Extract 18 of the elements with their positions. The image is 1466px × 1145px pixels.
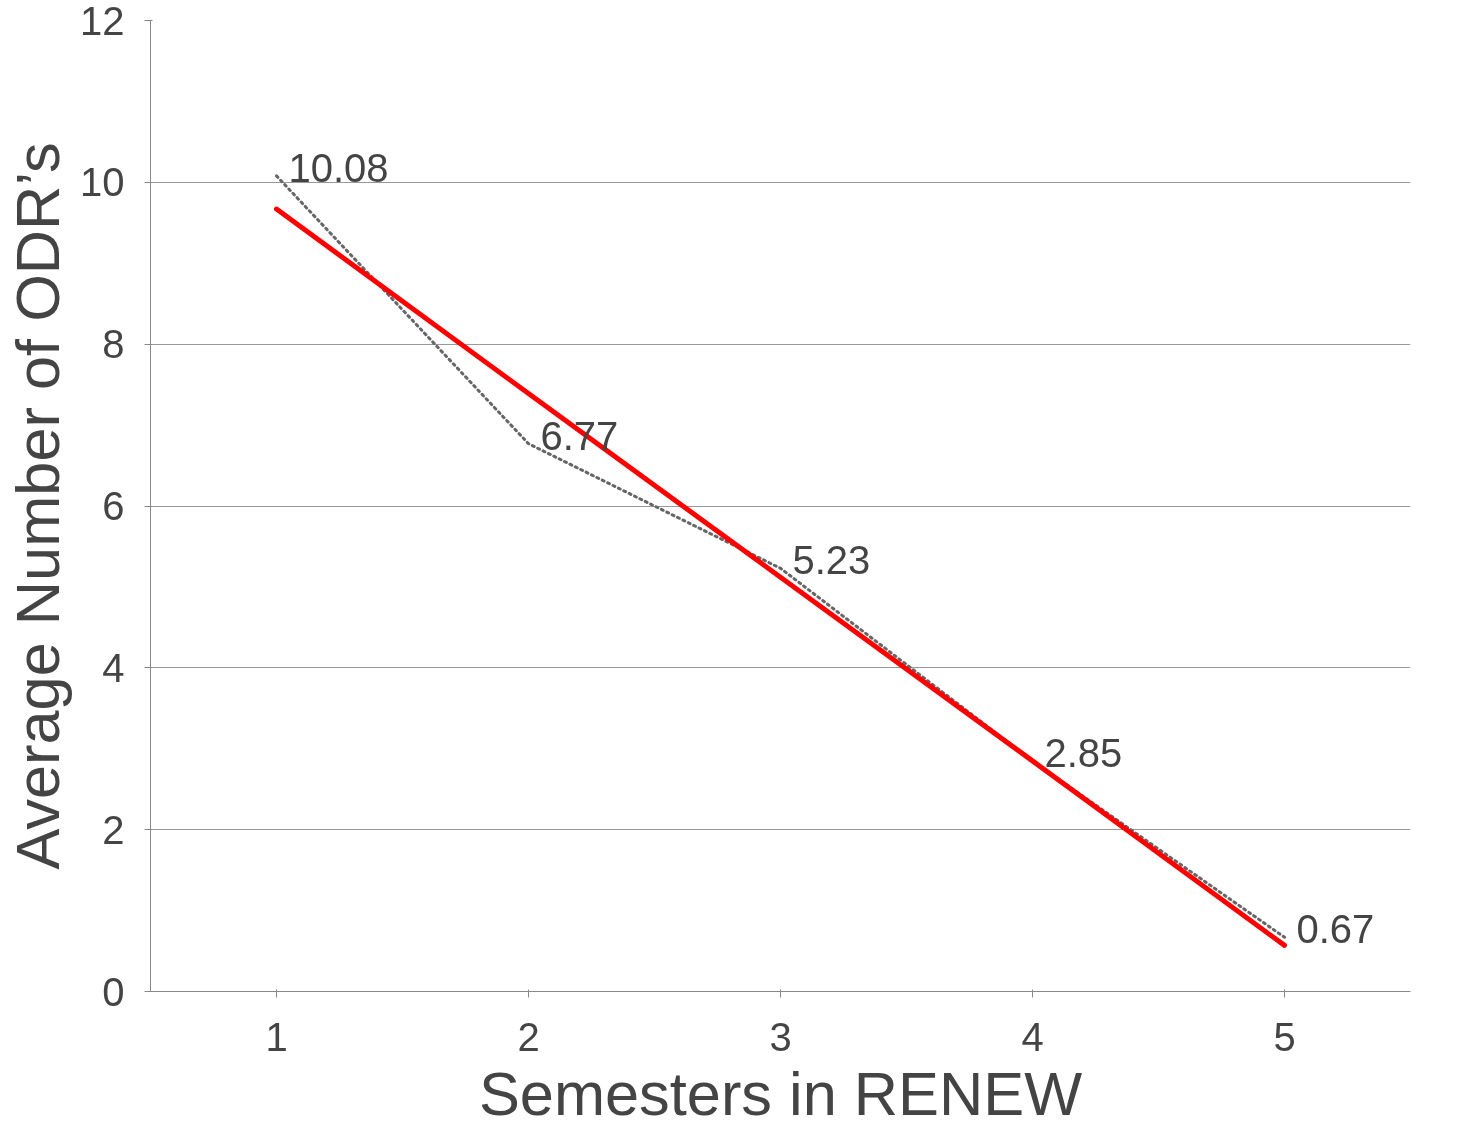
data-label: 0.67 xyxy=(1296,907,1375,952)
data-label: 10.08 xyxy=(288,145,389,190)
y-tick-label: 10 xyxy=(80,160,125,205)
x-tick-label: 4 xyxy=(1021,1014,1044,1059)
y-tick-label: 2 xyxy=(102,807,125,852)
x-tick-label: 1 xyxy=(265,1014,288,1059)
x-tick-label: 5 xyxy=(1273,1014,1296,1059)
y-axis-title: Average Number of ODR’s xyxy=(3,142,73,870)
y-tick-label: 8 xyxy=(102,322,125,367)
x-tick-label: 2 xyxy=(517,1014,540,1059)
x-tick-label: 3 xyxy=(769,1014,792,1059)
x-axis-title: Semesters in RENEW xyxy=(478,1058,1083,1128)
y-tick-label: 4 xyxy=(102,645,125,690)
y-tick-label: 0 xyxy=(102,969,125,1014)
data-label: 2.85 xyxy=(1044,730,1123,775)
data-label: 5.23 xyxy=(792,538,871,583)
y-tick-label: 12 xyxy=(80,0,125,43)
y-tick-label: 6 xyxy=(102,484,125,528)
